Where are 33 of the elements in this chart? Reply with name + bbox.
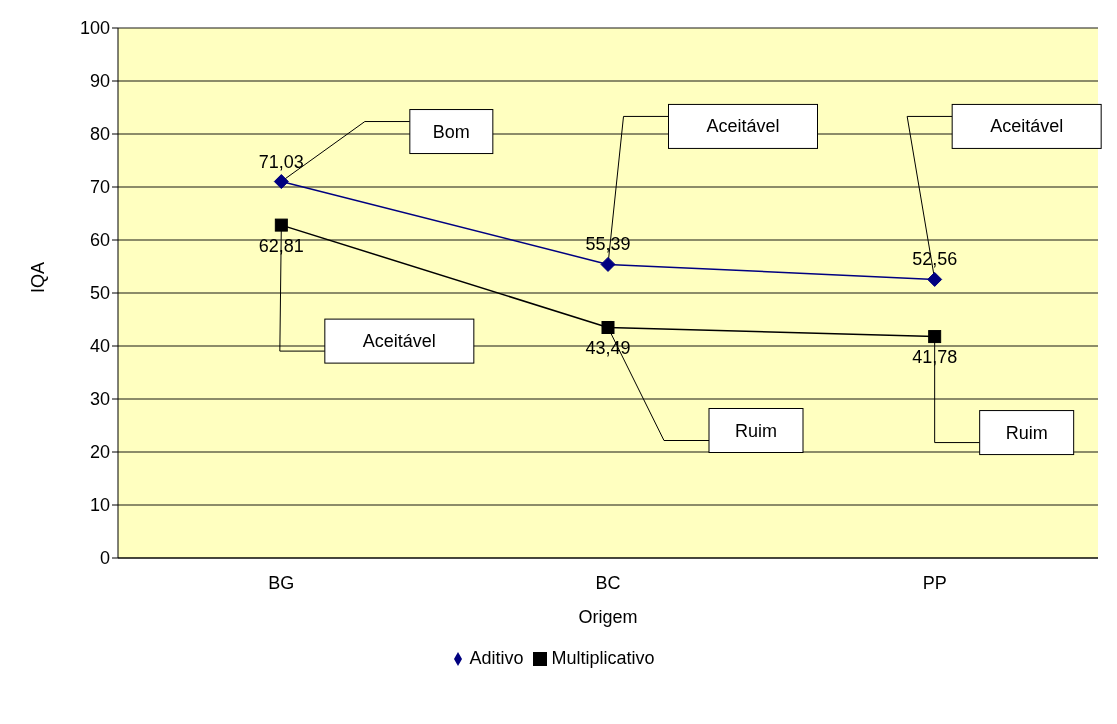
point [601,321,615,334]
y-tick-label: 100 [79,18,110,39]
annotation: Ruim [1005,422,1048,443]
y-tick-label: 90 [89,71,110,92]
point [274,218,288,232]
data-label: 52,56 [912,249,958,270]
y-axis-title: IQA [28,261,49,293]
point [273,174,289,190]
x-tick-label: PP [922,572,947,593]
y-tick-label: 10 [89,495,110,516]
point [600,256,616,272]
y-tick-label: 60 [89,230,110,251]
data-label: 71,03 [258,151,304,172]
annotation: Ruim [734,420,778,441]
annotation: Aceitável [990,116,1064,137]
y-tick-label: 30 [89,389,110,410]
y-tick-label: 50 [89,283,110,304]
data-label: 62,81 [258,235,304,256]
y-tick-label: 0 [99,548,110,569]
legend-label: Aditivo [469,648,524,668]
x-tick-label: BG [268,572,295,593]
x-axis-title: Origem [578,607,638,627]
y-tick-label: 20 [89,442,110,463]
y-tick-label: 40 [89,336,110,357]
legend-label: Multiplicativo [551,648,655,668]
y-tick-label: 70 [89,177,110,198]
x-tick-label: BC [595,572,621,593]
point [927,271,943,287]
point [928,330,942,344]
annotation: Bom [432,121,470,142]
annotation: Aceitável [362,331,436,352]
annotation: Aceitável [706,116,780,137]
y-tick-label: 80 [89,124,110,145]
